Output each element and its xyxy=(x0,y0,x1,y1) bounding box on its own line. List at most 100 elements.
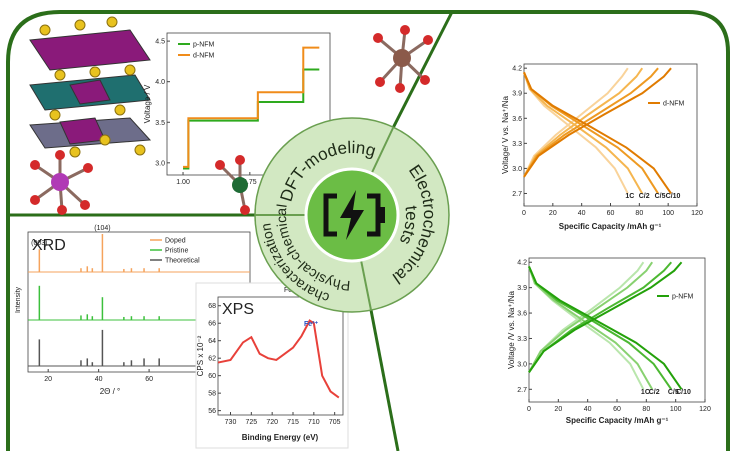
atom xyxy=(135,145,145,155)
data-line xyxy=(529,262,643,389)
y-tick-label: 62 xyxy=(208,356,216,363)
x-tick-label: 730 xyxy=(225,419,237,426)
atom xyxy=(75,20,85,30)
y-axis-title: Intensity xyxy=(15,286,22,313)
x-tick-label: 720 xyxy=(266,419,278,426)
divider xyxy=(371,310,398,451)
atom xyxy=(125,65,135,75)
atom xyxy=(50,110,60,120)
x-tick-label: 80 xyxy=(635,210,643,217)
curve-label: C/10 xyxy=(666,193,681,200)
atom xyxy=(90,67,100,77)
atom xyxy=(375,77,385,87)
x-tick-label: 120 xyxy=(699,406,711,413)
legend-label: p-NFM xyxy=(672,294,694,301)
curve-label: 1C xyxy=(625,193,634,200)
y-tick-label: 56 xyxy=(208,408,216,415)
atom xyxy=(55,70,65,80)
x-tick-label: 60 xyxy=(145,376,153,383)
legend-label: d-NFM xyxy=(193,53,215,60)
x-axis-title: 2Θ / ° xyxy=(100,387,121,396)
x-tick-label: 0 xyxy=(527,406,531,413)
y-tick-label: 3.9 xyxy=(517,285,527,292)
y-tick-label: 4.0 xyxy=(155,79,165,86)
y-tick-label: 4.2 xyxy=(517,260,527,267)
y-tick-label: 3.3 xyxy=(512,141,522,148)
y-axis-title: Voltage /V vs. Na⁺/Na xyxy=(507,290,516,369)
atom xyxy=(423,35,433,45)
atom xyxy=(400,25,410,35)
molecule xyxy=(373,25,433,93)
y-tick-label: 3.0 xyxy=(155,160,165,167)
plot-frame xyxy=(529,258,705,402)
x-tick-label: 40 xyxy=(578,210,586,217)
y-axis-title: Voltage/ V vs. Na⁺/Na xyxy=(501,95,510,174)
data-line xyxy=(524,68,658,193)
y-tick-label: 60 xyxy=(208,373,216,380)
x-tick-label: 40 xyxy=(584,406,592,413)
y-tick-label: 3.5 xyxy=(155,120,165,127)
y-tick-label: 58 xyxy=(208,391,216,398)
x-tick-label: 40 xyxy=(95,376,103,383)
x-tick-label: 20 xyxy=(549,210,557,217)
x-tick-label: 60 xyxy=(607,210,615,217)
x-axis-title: Specific Capacity /mAh g⁻¹ xyxy=(559,222,662,231)
atom xyxy=(115,105,125,115)
y-tick-label: 3.0 xyxy=(512,166,522,173)
atom xyxy=(232,177,248,193)
curve-label: C/5 xyxy=(655,193,666,200)
atom xyxy=(235,155,245,165)
atom xyxy=(83,163,93,173)
atom xyxy=(30,195,40,205)
y-tick-label: 66 xyxy=(208,321,216,328)
x-axis-title: Specific Capacity /mAh g⁻¹ xyxy=(566,416,669,425)
legend-label: p-NFM xyxy=(193,42,215,49)
x-tick-label: 0 xyxy=(522,210,526,217)
y-tick-label: 2.7 xyxy=(517,387,527,394)
y-tick-label: 3.6 xyxy=(517,311,527,318)
crystal-structure xyxy=(30,17,150,157)
data-line xyxy=(524,68,642,193)
atom xyxy=(40,25,50,35)
x-tick-label: 725 xyxy=(245,419,257,426)
y-tick-label: 3.6 xyxy=(512,116,522,123)
x-tick-label: 1.00 xyxy=(176,179,190,186)
data-line xyxy=(529,262,671,389)
y-tick-label: 2.7 xyxy=(512,191,522,198)
curve-label: C/2 xyxy=(649,389,660,396)
legend-label: Pristine xyxy=(165,248,188,255)
atom xyxy=(51,173,69,191)
atom xyxy=(215,160,225,170)
data-line xyxy=(524,68,671,193)
annotation: Fe³⁺ xyxy=(304,321,319,328)
atom xyxy=(80,200,90,210)
atom xyxy=(100,135,110,145)
atom xyxy=(240,205,250,215)
graphical-abstract: 3.03.54.04.51.000.75p-NFMd-NFMVoltage / … xyxy=(0,0,737,451)
y-tick-label: 64 xyxy=(208,338,216,345)
curve-label: C/2 xyxy=(639,193,650,200)
polyhedra-layer xyxy=(30,30,150,70)
legend-label: Doped xyxy=(165,238,186,245)
y-tick-label: 3.0 xyxy=(517,361,527,368)
y-tick-label: 68 xyxy=(208,303,216,310)
x-tick-label: 710 xyxy=(308,419,320,426)
x-tick-label: 60 xyxy=(613,406,621,413)
x-tick-label: 120 xyxy=(691,210,703,217)
legend-label: Theoretical xyxy=(165,258,200,265)
battery-terminal xyxy=(379,207,385,223)
x-axis-title: Binding Energy (eV) xyxy=(242,433,319,442)
x-tick-label: 715 xyxy=(287,419,299,426)
atom xyxy=(30,160,40,170)
y-tick-label: 4.5 xyxy=(155,39,165,46)
atom xyxy=(55,150,65,160)
atom xyxy=(107,17,117,27)
x-tick-label: 80 xyxy=(642,406,650,413)
atom xyxy=(393,49,411,67)
x-tick-label: 100 xyxy=(670,406,682,413)
atom xyxy=(373,33,383,43)
atom xyxy=(395,83,405,93)
x-tick-label: 20 xyxy=(44,376,52,383)
y-tick-label: 3.9 xyxy=(512,91,522,98)
x-tick-label: 705 xyxy=(329,419,341,426)
